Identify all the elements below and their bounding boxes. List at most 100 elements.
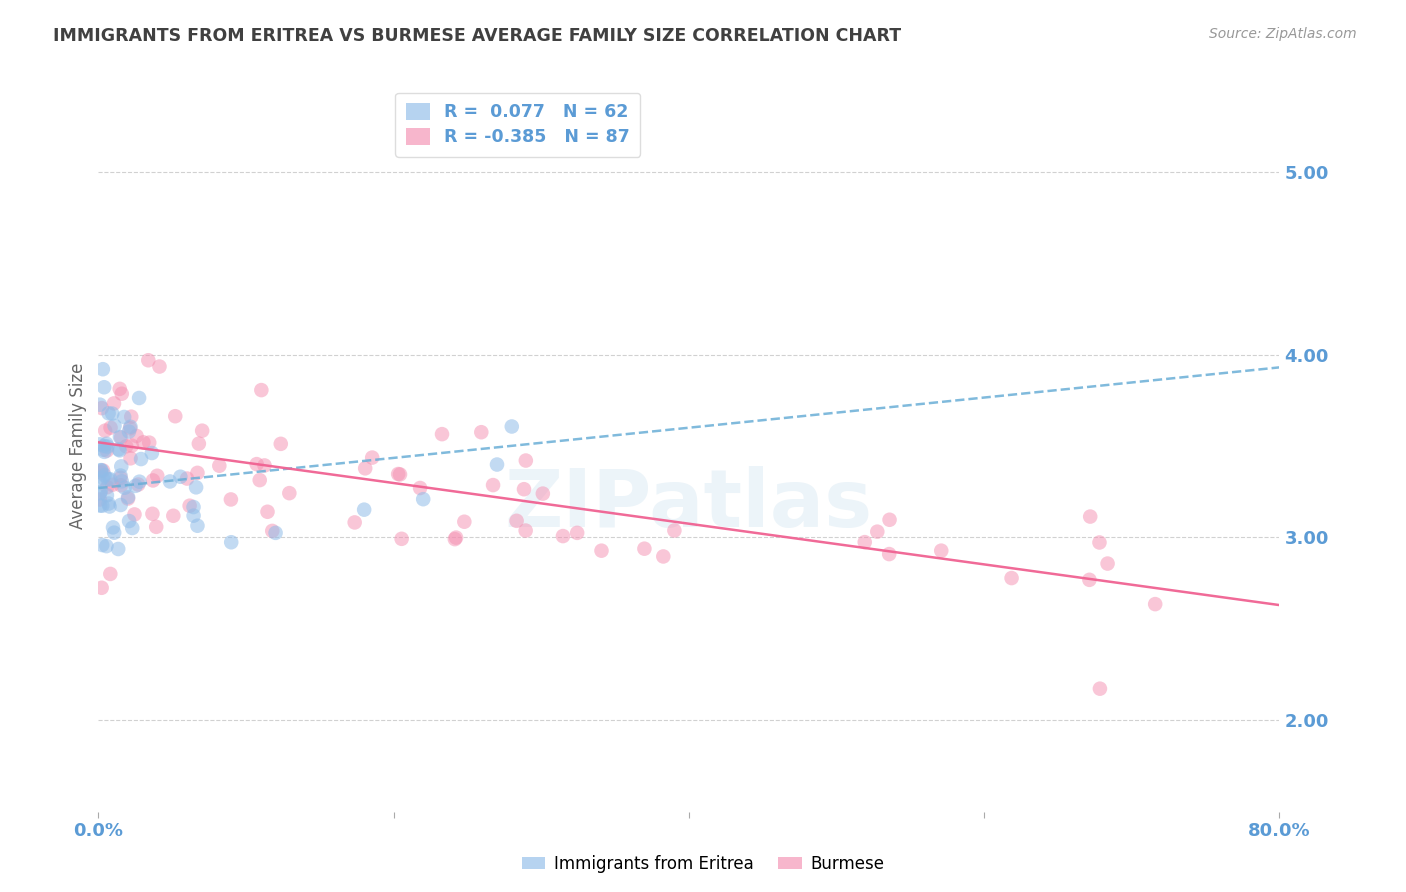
Point <box>98 472 121 486</box>
Point <box>93 380 115 394</box>
Text: Source: ZipAtlas.com: Source: ZipAtlas.com <box>1209 27 1357 41</box>
Point <box>179 499 201 513</box>
Point <box>591 543 613 558</box>
Point <box>246 457 269 471</box>
Point <box>391 532 413 546</box>
Point <box>93 468 115 483</box>
Point <box>409 481 432 495</box>
Point <box>110 478 132 492</box>
Point <box>108 430 131 444</box>
Point <box>388 467 411 482</box>
Point <box>866 524 889 539</box>
Point <box>108 382 131 396</box>
Point <box>90 484 112 499</box>
Point <box>93 445 115 459</box>
Point <box>97 406 120 420</box>
Point <box>121 439 143 453</box>
Point <box>101 520 124 534</box>
Point <box>176 472 198 486</box>
Point <box>124 479 146 493</box>
Point <box>89 492 111 507</box>
Point <box>100 420 122 434</box>
Text: ZIPatlas: ZIPatlas <box>505 466 873 543</box>
Point <box>110 498 132 512</box>
Point <box>120 409 142 424</box>
Point <box>249 473 271 487</box>
Point <box>108 443 131 458</box>
Point <box>124 508 146 522</box>
Point <box>110 459 132 474</box>
Point <box>515 524 537 538</box>
Point <box>343 516 366 530</box>
Point <box>187 436 209 450</box>
Point <box>354 461 377 475</box>
Point <box>146 468 169 483</box>
Point <box>98 500 121 514</box>
Point <box>148 359 170 374</box>
Point <box>169 469 191 483</box>
Point <box>89 437 111 451</box>
Point <box>1097 557 1119 571</box>
Point <box>90 463 112 477</box>
Point <box>96 480 118 494</box>
Point <box>96 539 118 553</box>
Point <box>1000 571 1022 585</box>
Point <box>142 474 165 488</box>
Point <box>89 486 111 500</box>
Point <box>117 490 139 504</box>
Point <box>110 430 132 444</box>
Point <box>91 538 114 552</box>
Point <box>93 439 115 453</box>
Point <box>89 398 111 412</box>
Point <box>567 525 589 540</box>
Point <box>387 467 409 481</box>
Point <box>278 486 301 500</box>
Point <box>482 478 505 492</box>
Point <box>111 475 134 489</box>
Point <box>141 507 163 521</box>
Point <box>117 491 139 506</box>
Point <box>103 418 125 433</box>
Point <box>132 435 155 450</box>
Point <box>470 425 492 440</box>
Point <box>121 521 143 535</box>
Point <box>96 440 118 454</box>
Point <box>94 424 117 438</box>
Point <box>120 419 142 434</box>
Point <box>186 518 208 533</box>
Point <box>270 437 292 451</box>
Point <box>361 450 384 465</box>
Point <box>111 386 134 401</box>
Point <box>444 531 467 545</box>
Point <box>633 541 655 556</box>
Point <box>90 581 112 595</box>
Point <box>453 515 475 529</box>
Point <box>430 427 453 442</box>
Point <box>138 435 160 450</box>
Point <box>264 525 287 540</box>
Point <box>91 463 114 477</box>
Text: IMMIGRANTS FROM ERITREA VS BURMESE AVERAGE FAMILY SIZE CORRELATION CHART: IMMIGRANTS FROM ERITREA VS BURMESE AVERA… <box>53 27 901 45</box>
Point <box>128 475 150 489</box>
Point <box>664 524 686 538</box>
Point <box>107 541 129 556</box>
Point <box>219 492 242 507</box>
Point <box>120 451 142 466</box>
Point <box>120 421 142 435</box>
Point <box>262 524 284 538</box>
Point <box>929 543 952 558</box>
Point <box>531 486 554 500</box>
Point <box>103 396 125 410</box>
Point <box>208 458 231 473</box>
Point <box>129 452 152 467</box>
Point <box>112 409 135 424</box>
Point <box>89 475 111 489</box>
Y-axis label: Average Family Size: Average Family Size <box>69 363 87 529</box>
Legend: Immigrants from Eritrea, Burmese: Immigrants from Eritrea, Burmese <box>515 848 891 880</box>
Legend: R =  0.077   N = 62, R = -0.385   N = 87: R = 0.077 N = 62, R = -0.385 N = 87 <box>395 93 640 157</box>
Point <box>118 425 141 439</box>
Point <box>91 471 114 485</box>
Point <box>1088 535 1111 549</box>
Point <box>91 499 114 513</box>
Point <box>125 429 148 443</box>
